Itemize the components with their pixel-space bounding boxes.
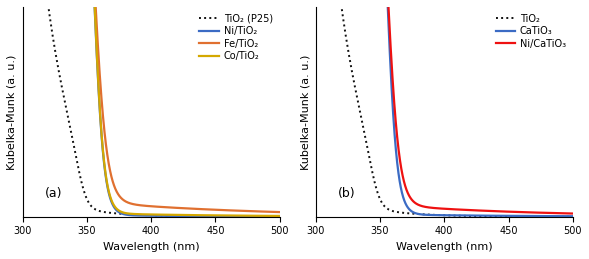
TiO₂ (P25)	[269, 215, 276, 218]
Line: CaTiO₃: CaTiO₃	[316, 0, 573, 216]
Ni/CaTiO₃	[431, 206, 438, 210]
TiO₂ (P25)	[276, 215, 283, 218]
TiO₂	[515, 215, 522, 218]
X-axis label: Wavelength (nm): Wavelength (nm)	[103, 242, 200, 252]
Fe/TiO₂	[269, 210, 276, 213]
Co/TiO₂	[144, 213, 151, 216]
Ni/CaTiO₃	[515, 211, 522, 214]
Co/TiO₂	[269, 214, 276, 218]
Y-axis label: Kubelka-Munk (a. u.): Kubelka-Munk (a. u.)	[7, 54, 17, 170]
Line: TiO₂: TiO₂	[316, 0, 573, 217]
Co/TiO₂	[221, 214, 229, 217]
Ni/TiO₂	[221, 215, 229, 218]
CaTiO₃	[431, 213, 438, 217]
Fe/TiO₂	[144, 204, 151, 207]
TiO₂ (P25)	[269, 215, 276, 218]
TiO₂	[431, 213, 438, 217]
Fe/TiO₂	[269, 210, 276, 213]
Ni/CaTiO₃	[437, 207, 444, 210]
Co/TiO₂	[137, 213, 144, 216]
TiO₂ (P25)	[137, 213, 144, 217]
X-axis label: Wavelength (nm): Wavelength (nm)	[396, 242, 492, 252]
Ni/TiO₂	[137, 214, 144, 217]
Fe/TiO₂	[276, 211, 283, 214]
CaTiO₃	[570, 215, 577, 218]
TiO₂	[562, 215, 569, 218]
Ni/TiO₂	[269, 215, 276, 218]
Line: Ni/CaTiO₃: Ni/CaTiO₃	[316, 0, 573, 213]
Line: Ni/TiO₂: Ni/TiO₂	[22, 0, 280, 217]
Text: (b): (b)	[337, 187, 355, 200]
Ni/CaTiO₃	[562, 212, 569, 215]
Line: TiO₂ (P25): TiO₂ (P25)	[22, 0, 280, 217]
Text: (a): (a)	[45, 187, 62, 200]
Fe/TiO₂	[221, 208, 229, 212]
Legend: TiO₂, CaTiO₃, Ni/CaTiO₃: TiO₂, CaTiO₃, Ni/CaTiO₃	[492, 10, 570, 53]
CaTiO₃	[562, 215, 569, 218]
Legend: TiO₂ (P25), Ni/TiO₂, Fe/TiO₂, Co/TiO₂: TiO₂ (P25), Ni/TiO₂, Fe/TiO₂, Co/TiO₂	[196, 10, 277, 65]
Ni/TiO₂	[269, 215, 276, 218]
Ni/TiO₂	[144, 214, 151, 217]
TiO₂ (P25)	[144, 214, 151, 217]
TiO₂	[562, 215, 569, 218]
TiO₂	[437, 214, 444, 217]
TiO₂	[570, 215, 577, 218]
CaTiO₃	[562, 215, 569, 218]
Ni/TiO₂	[276, 215, 283, 218]
Line: Co/TiO₂: Co/TiO₂	[22, 0, 280, 216]
CaTiO₃	[437, 214, 444, 217]
Fe/TiO₂	[137, 204, 144, 207]
Co/TiO₂	[269, 214, 276, 218]
Co/TiO₂	[276, 214, 283, 218]
Ni/CaTiO₃	[570, 212, 577, 215]
Ni/CaTiO₃	[562, 212, 569, 215]
Line: Fe/TiO₂: Fe/TiO₂	[22, 0, 280, 212]
Y-axis label: Kubelka-Munk (a. u.): Kubelka-Munk (a. u.)	[300, 54, 310, 170]
TiO₂ (P25)	[221, 215, 229, 218]
CaTiO₃	[515, 214, 522, 218]
